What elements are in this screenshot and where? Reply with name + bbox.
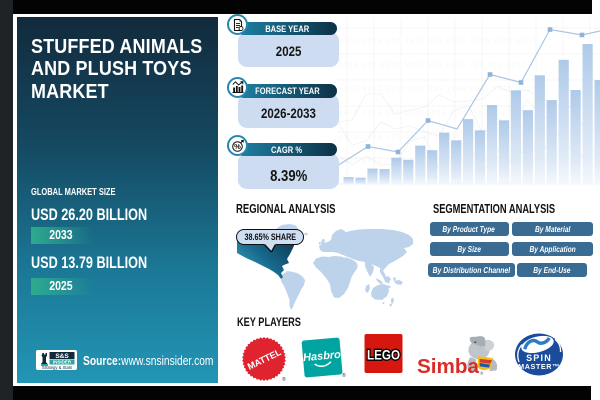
svg-text:®: ® <box>480 370 484 376</box>
svg-text:®: ® <box>342 372 346 379</box>
svg-text:%: % <box>234 142 241 151</box>
svg-text:®: ® <box>282 376 286 382</box>
svg-text:LEGO: LEGO <box>367 347 400 363</box>
svg-text:SPIN: SPIN <box>526 353 552 363</box>
svg-text:S&S: S&S <box>55 353 69 360</box>
svg-text:Hasbro: Hasbro <box>303 349 342 364</box>
svg-text:MASTER™: MASTER™ <box>518 362 560 371</box>
svg-text:Simba: Simba <box>417 356 480 378</box>
svg-text:INSIDER: INSIDER <box>53 360 72 365</box>
svg-text:Strategy & Stats: Strategy & Stats <box>42 365 72 370</box>
